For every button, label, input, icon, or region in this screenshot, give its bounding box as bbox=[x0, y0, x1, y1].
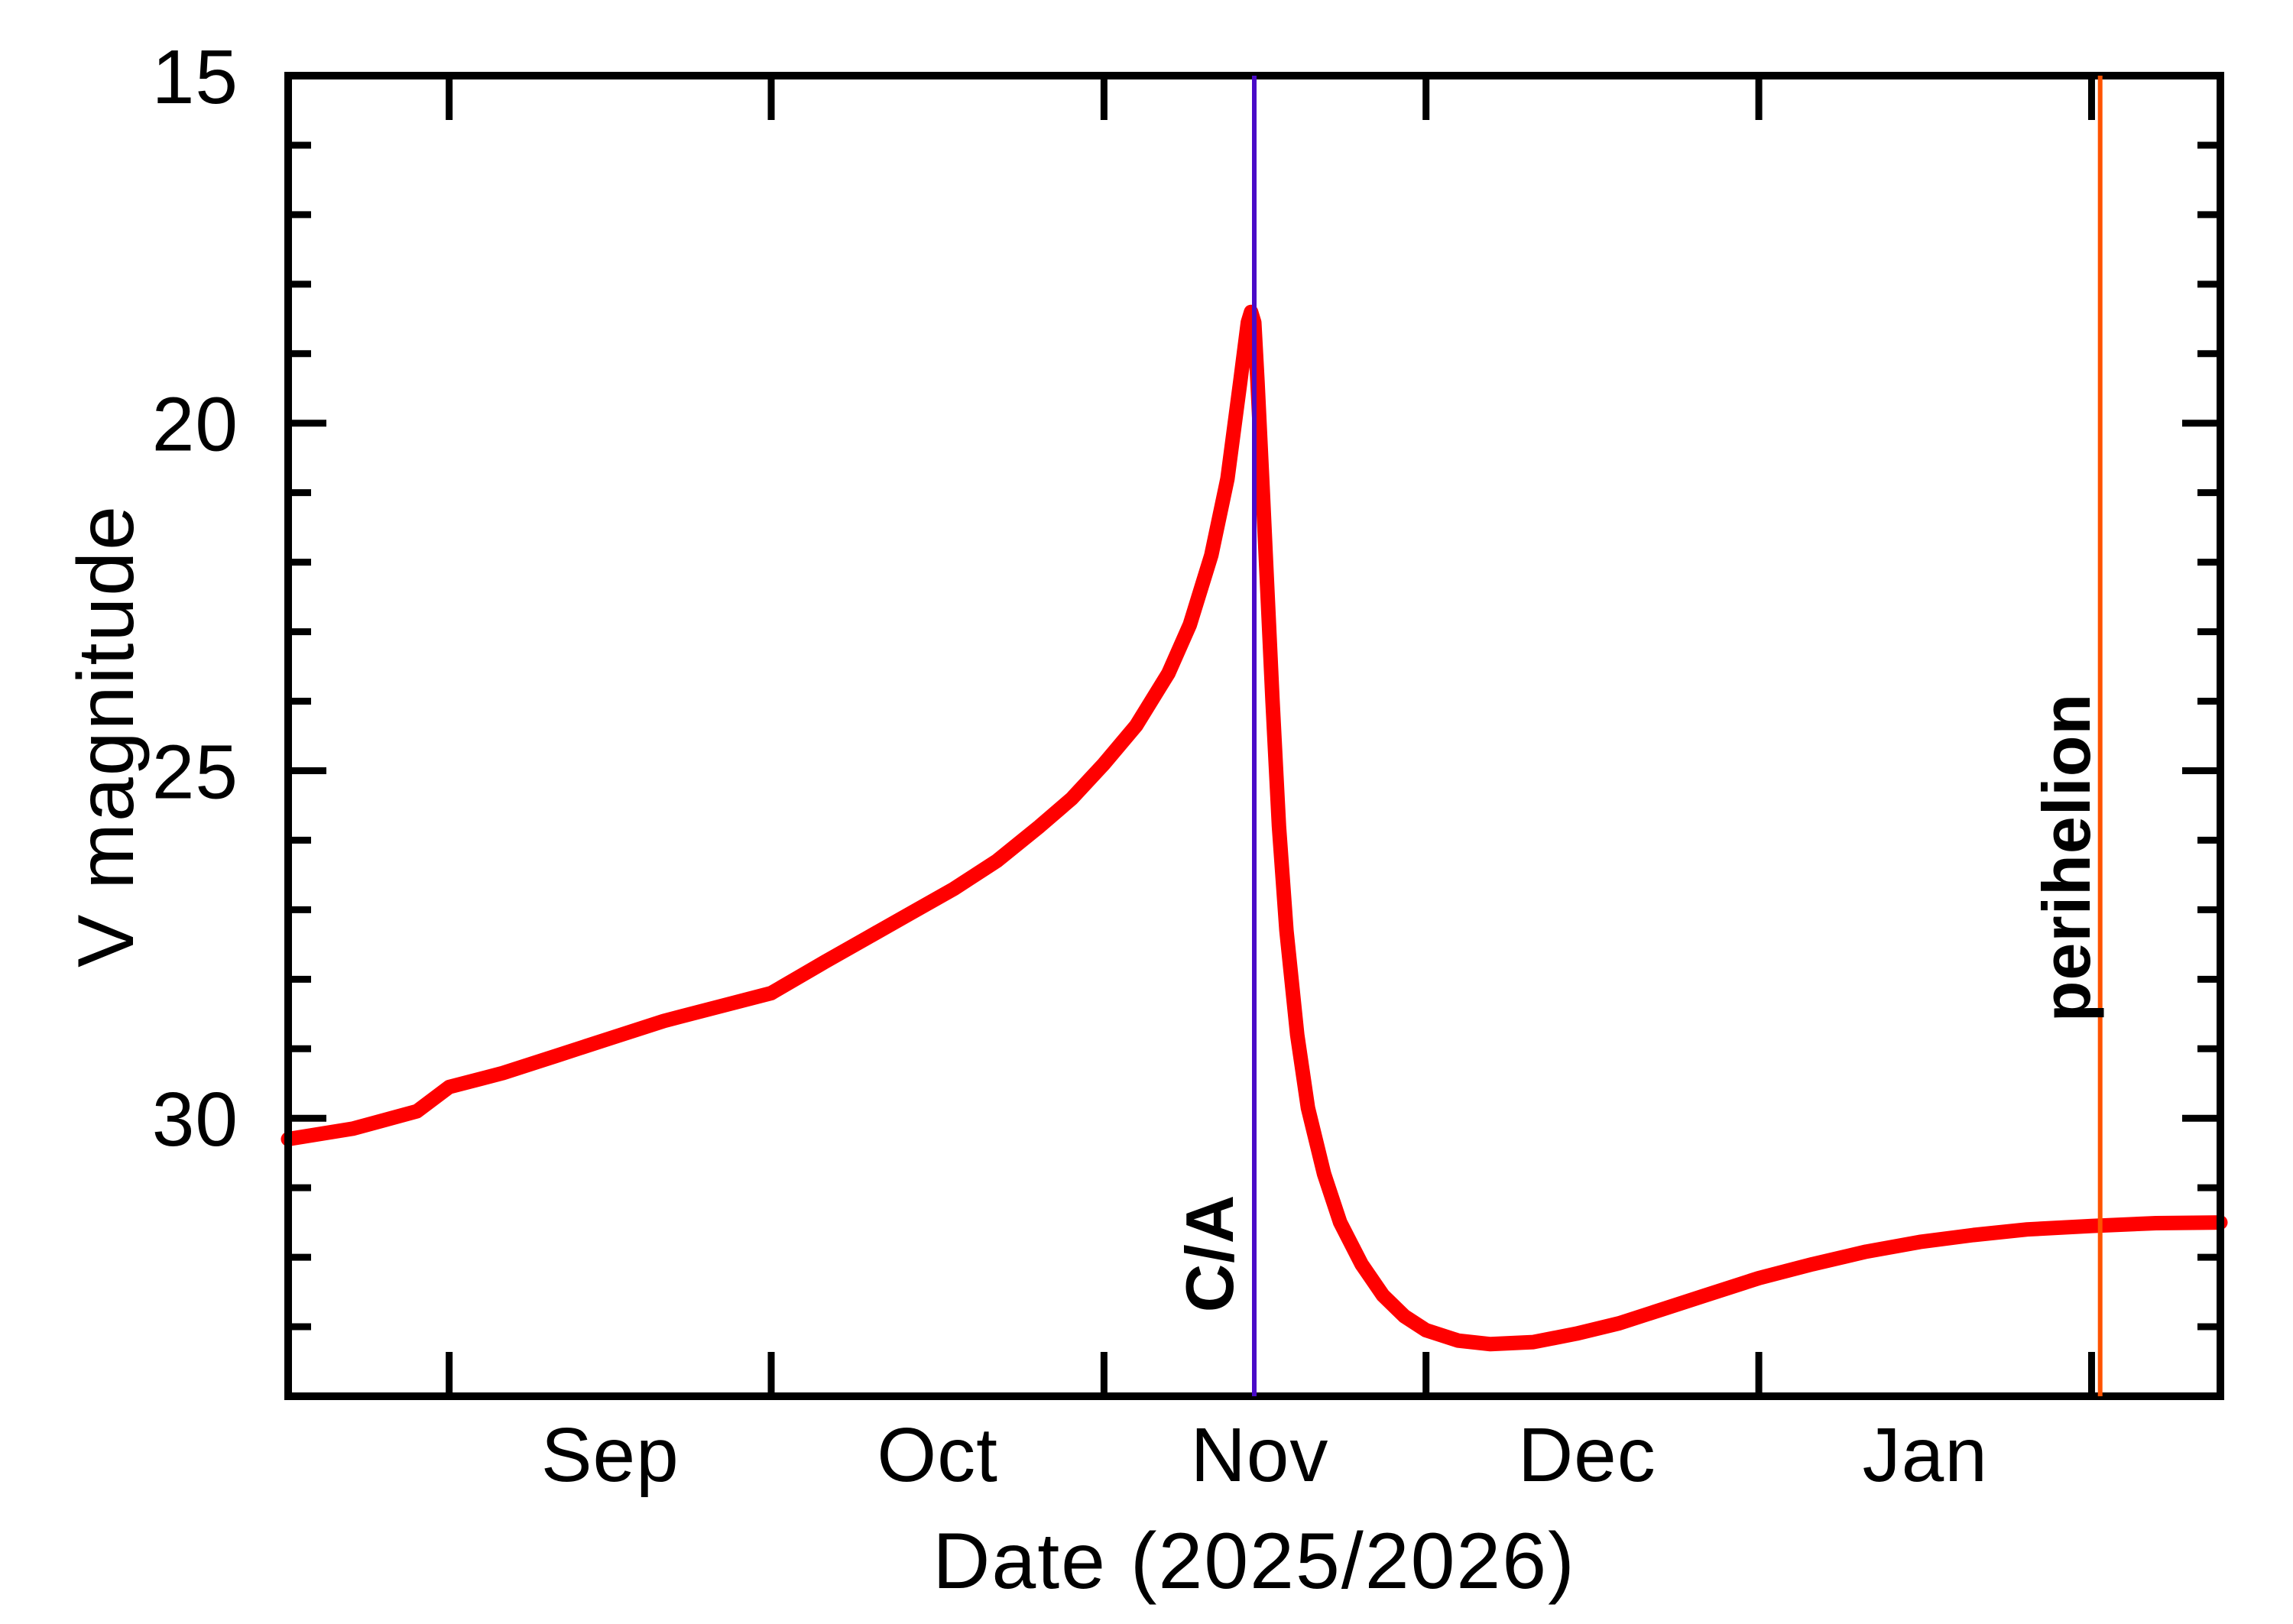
perihelion-label: perihelion bbox=[2029, 693, 2104, 1023]
labels: V magnitude Date (2025/2026) C/A perihel… bbox=[62, 504, 2104, 1606]
x-month-label: Oct bbox=[877, 1412, 998, 1498]
y-axis-title: V magnitude bbox=[62, 504, 151, 968]
y-tick-label: 20 bbox=[152, 382, 238, 468]
y-tick-label: 30 bbox=[152, 1077, 238, 1162]
x-axis-title: Date (2025/2026) bbox=[932, 1517, 1575, 1606]
y-tick-label: 25 bbox=[152, 729, 238, 815]
curve-layer bbox=[281, 304, 2228, 1352]
y-tick-label: 15 bbox=[152, 34, 238, 120]
x-month-label: Nov bbox=[1191, 1412, 1329, 1498]
x-month-label: Sep bbox=[541, 1412, 679, 1498]
close-approach-label: C/A bbox=[1172, 1194, 1247, 1313]
x-month-label: Dec bbox=[1518, 1412, 1656, 1498]
x-month-label: Jan bbox=[1863, 1412, 1988, 1498]
event-lines bbox=[1252, 76, 2103, 1396]
magnitude-curve bbox=[281, 304, 2228, 1352]
